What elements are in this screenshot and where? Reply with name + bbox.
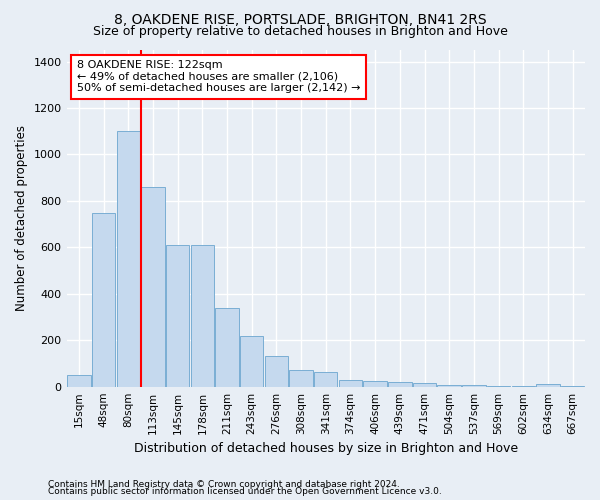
Bar — [413, 383, 436, 386]
Bar — [437, 385, 461, 386]
Bar — [141, 187, 164, 386]
Bar — [462, 385, 485, 386]
Bar — [166, 245, 190, 386]
Bar — [116, 132, 140, 386]
Text: Contains HM Land Registry data © Crown copyright and database right 2024.: Contains HM Land Registry data © Crown c… — [48, 480, 400, 489]
X-axis label: Distribution of detached houses by size in Brighton and Hove: Distribution of detached houses by size … — [134, 442, 518, 455]
Bar — [240, 336, 263, 386]
Text: Size of property relative to detached houses in Brighton and Hove: Size of property relative to detached ho… — [92, 25, 508, 38]
Bar — [92, 212, 115, 386]
Text: 8 OAKDENE RISE: 122sqm
← 49% of detached houses are smaller (2,106)
50% of semi-: 8 OAKDENE RISE: 122sqm ← 49% of detached… — [77, 60, 361, 94]
Bar — [339, 380, 362, 386]
Text: Contains public sector information licensed under the Open Government Licence v3: Contains public sector information licen… — [48, 488, 442, 496]
Bar — [289, 370, 313, 386]
Bar — [536, 384, 560, 386]
Text: 8, OAKDENE RISE, PORTSLADE, BRIGHTON, BN41 2RS: 8, OAKDENE RISE, PORTSLADE, BRIGHTON, BN… — [113, 12, 487, 26]
Bar — [215, 308, 239, 386]
Bar — [364, 381, 387, 386]
Bar — [314, 372, 337, 386]
Y-axis label: Number of detached properties: Number of detached properties — [15, 126, 28, 312]
Bar — [388, 382, 412, 386]
Bar — [67, 375, 91, 386]
Bar — [191, 245, 214, 386]
Bar — [265, 356, 288, 386]
